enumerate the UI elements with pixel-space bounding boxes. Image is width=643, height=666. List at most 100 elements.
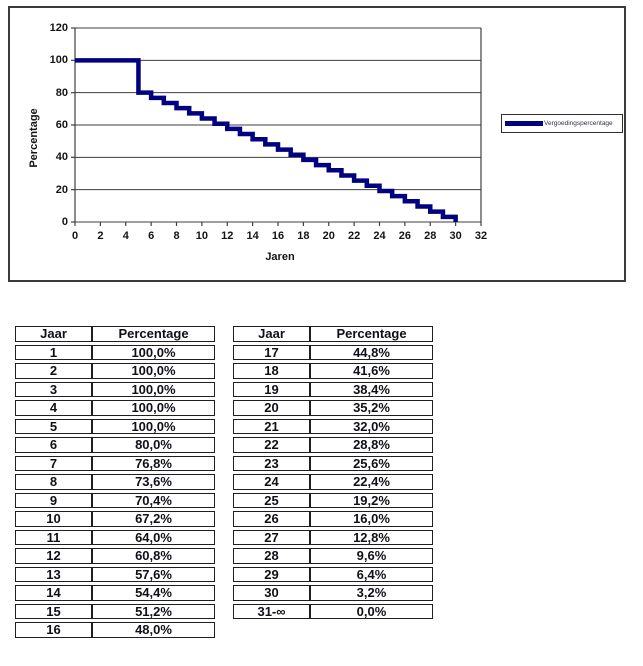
column-header-jaar: Jaar xyxy=(15,326,92,342)
column-header-percentage: Percentage xyxy=(310,326,433,342)
year-cell: 11 xyxy=(15,529,92,545)
table-row: 27 12,8% xyxy=(233,529,433,545)
year-cell: 24 xyxy=(233,474,310,490)
percentage-cell: 22,4% xyxy=(310,474,433,490)
x-tick-label: 16 xyxy=(271,230,285,242)
x-tick-label: 28 xyxy=(424,230,437,242)
year-cell: 3 xyxy=(15,381,92,397)
year-cell: 12 xyxy=(15,548,92,564)
table-row: 23 25,6% xyxy=(233,455,433,471)
year-cell: 18 xyxy=(233,363,310,379)
percentage-cell: 73,6% xyxy=(92,474,215,490)
table-row: 8 73,6% xyxy=(15,474,215,490)
percentage-cell: 76,8% xyxy=(92,455,215,471)
column-header-jaar: Jaar xyxy=(233,326,310,342)
percentage-cell: 9,6% xyxy=(310,548,433,564)
percentage-cell: 100,0% xyxy=(92,363,215,379)
year-cell: 28 xyxy=(233,548,310,564)
table-row: 26 16,0% xyxy=(233,511,433,527)
table-row: 14 54,4% xyxy=(15,585,215,601)
percentage-cell: 16,0% xyxy=(310,511,433,527)
year-cell: 16 xyxy=(15,622,92,638)
table-row: 11 64,0% xyxy=(15,529,215,545)
legend-line-marker xyxy=(505,121,543,126)
table-row: 19 38,4% xyxy=(233,381,433,397)
percentage-table-years-17-inf: Jaar Percentage 17 44,8% 18 41,6% 19 38,4% 20 3… xyxy=(233,323,433,622)
year-cell: 30 xyxy=(233,585,310,601)
percentage-cell: 100,0% xyxy=(92,418,215,434)
percentage-cell: 48,0% xyxy=(92,622,215,638)
percentage-cell: 100,0% xyxy=(92,344,215,360)
year-cell: 4 xyxy=(15,400,92,416)
table-row: 5 100,0% xyxy=(15,418,215,434)
year-cell: 17 xyxy=(233,344,310,360)
x-tick-label: 18 xyxy=(297,230,310,242)
table-row: 17 44,8% xyxy=(233,344,433,360)
percentage-cell: 67,2% xyxy=(92,511,215,527)
percentage-cell: 57,6% xyxy=(92,566,215,582)
chart-legend: Vergoedingspercentage xyxy=(501,114,623,133)
percentage-cell: 44,8% xyxy=(310,344,433,360)
column-header-percentage: Percentage xyxy=(92,326,215,342)
year-cell: 29 xyxy=(233,566,310,582)
table-row: 29 6,4% xyxy=(233,566,433,582)
year-cell: 23 xyxy=(233,455,310,471)
table-row: 12 60,8% xyxy=(15,548,215,564)
table-row: 13 57,6% xyxy=(15,566,215,582)
table-row: 1 100,0% xyxy=(15,344,215,360)
percentage-cell: 6,4% xyxy=(310,566,433,582)
table-row: 4 100,0% xyxy=(15,400,215,416)
year-cell: 25 xyxy=(233,492,310,508)
y-tick-label: 100 xyxy=(49,54,68,67)
table-row: 2 100,0% xyxy=(15,363,215,379)
y-tick-label: 60 xyxy=(55,119,68,131)
table-row: 28 9,6% xyxy=(233,548,433,564)
percentage-cell: 25,6% xyxy=(310,455,433,471)
percentage-cell: 32,0% xyxy=(310,418,433,434)
year-cell: 13 xyxy=(15,566,92,582)
year-cell: 10 xyxy=(15,511,92,527)
legend-label: Vergoedingspercentage xyxy=(544,120,613,127)
percentage-cell: 35,2% xyxy=(310,400,433,416)
percentage-cell: 100,0% xyxy=(92,381,215,397)
table-row: 16 48,0% xyxy=(15,622,215,638)
percentage-cell: 28,8% xyxy=(310,437,433,453)
x-tick-label: 8 xyxy=(173,230,180,242)
percentage-cell: 19,2% xyxy=(310,492,433,508)
x-tick-label: 30 xyxy=(449,230,462,242)
year-cell: 2 xyxy=(15,363,92,379)
y-tick-label: 40 xyxy=(55,151,68,164)
percentage-cell: 38,4% xyxy=(310,381,433,397)
x-tick-label: 10 xyxy=(195,230,208,242)
x-tick-label: 12 xyxy=(221,230,234,242)
year-cell: 14 xyxy=(15,585,92,601)
x-tick-label: 0 xyxy=(71,230,79,242)
table-row: 24 22,4% xyxy=(233,474,433,490)
x-tick-label: 20 xyxy=(322,230,335,242)
year-cell: 8 xyxy=(15,474,92,490)
x-tick-label: 6 xyxy=(148,230,155,242)
x-tick-label: 14 xyxy=(246,230,259,242)
y-tick-label: 120 xyxy=(49,22,68,34)
table-row: 30 3,2% xyxy=(233,585,433,601)
percentage-cell: 12,8% xyxy=(310,529,433,545)
y-tick-label: 20 xyxy=(55,183,68,196)
year-cell: 20 xyxy=(233,400,310,416)
table-row: 25 19,2% xyxy=(233,492,433,508)
table-row: 21 32,0% xyxy=(233,418,433,434)
percentage-cell: 80,0% xyxy=(92,437,215,453)
year-cell: 9 xyxy=(15,492,92,508)
percentage-cell: 70,4% xyxy=(92,492,215,508)
year-cell: 27 xyxy=(233,529,310,545)
percentage-cell: 100,0% xyxy=(92,400,215,416)
table-row: 7 76,8% xyxy=(15,455,215,471)
year-cell: 19 xyxy=(233,381,310,397)
x-tick-label: 2 xyxy=(97,230,104,242)
vergoedingspercentage-line xyxy=(75,58,458,222)
year-cell: 21 xyxy=(233,418,310,434)
year-cell: 15 xyxy=(15,603,92,619)
percentage-cell: 41,6% xyxy=(310,363,433,379)
table-row: 20 35,2% xyxy=(233,400,433,416)
table-row: 15 51,2% xyxy=(15,603,215,619)
percentage-cell: 54,4% xyxy=(92,585,215,601)
